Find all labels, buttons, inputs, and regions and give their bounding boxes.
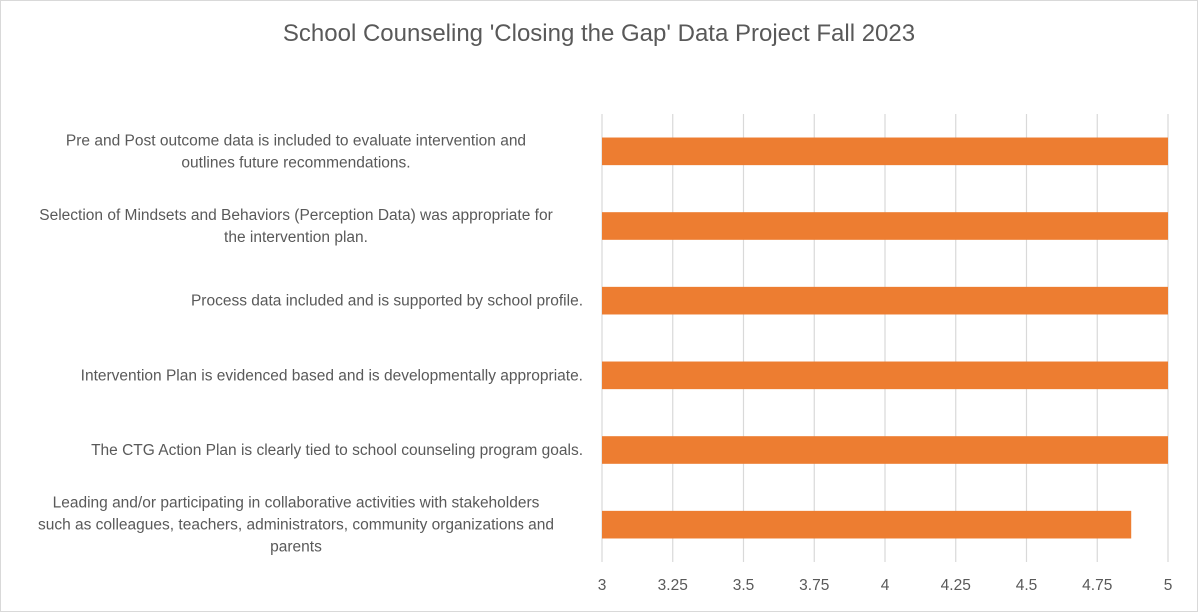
x-tick-label: 5: [1164, 577, 1173, 594]
gridlines: [601, 114, 1169, 562]
category-label: Selection of Mindsets and Behaviors (Per…: [39, 207, 553, 246]
category-label: The CTG Action Plan is clearly tied to s…: [91, 442, 583, 459]
x-tick-label: 3: [598, 577, 607, 594]
bar: [602, 436, 1168, 464]
bar: [602, 137, 1168, 166]
bar: [602, 361, 1168, 390]
bar: [602, 286, 1168, 315]
x-tick-label: 4.5: [1016, 577, 1038, 594]
bar: [602, 510, 1132, 539]
category-label: Pre and Post outcome data is included to…: [66, 132, 526, 171]
x-tick-label: 4.25: [941, 577, 971, 594]
x-tick-label: 4: [881, 577, 890, 594]
category-labels: Pre and Post outcome data is included to…: [38, 132, 583, 555]
bars: [602, 137, 1168, 539]
category-label: Process data included and is supported b…: [191, 293, 583, 310]
chart-title: School Counseling 'Closing the Gap' Data…: [282, 20, 916, 47]
x-tick-label: 3.25: [658, 577, 688, 594]
x-tick-labels: 3 3.25 3.5 3.75 4 4.25 4.5 4.75 5: [598, 577, 1173, 594]
x-tick-label: 3.5: [733, 577, 755, 594]
x-tick-label: 4.75: [1082, 577, 1112, 594]
category-label: Intervention Plan is evidenced based and…: [81, 367, 583, 384]
x-tick-label: 3.75: [799, 577, 829, 594]
bar: [602, 212, 1168, 240]
category-label: Leading and/or participating in collabor…: [38, 495, 554, 556]
